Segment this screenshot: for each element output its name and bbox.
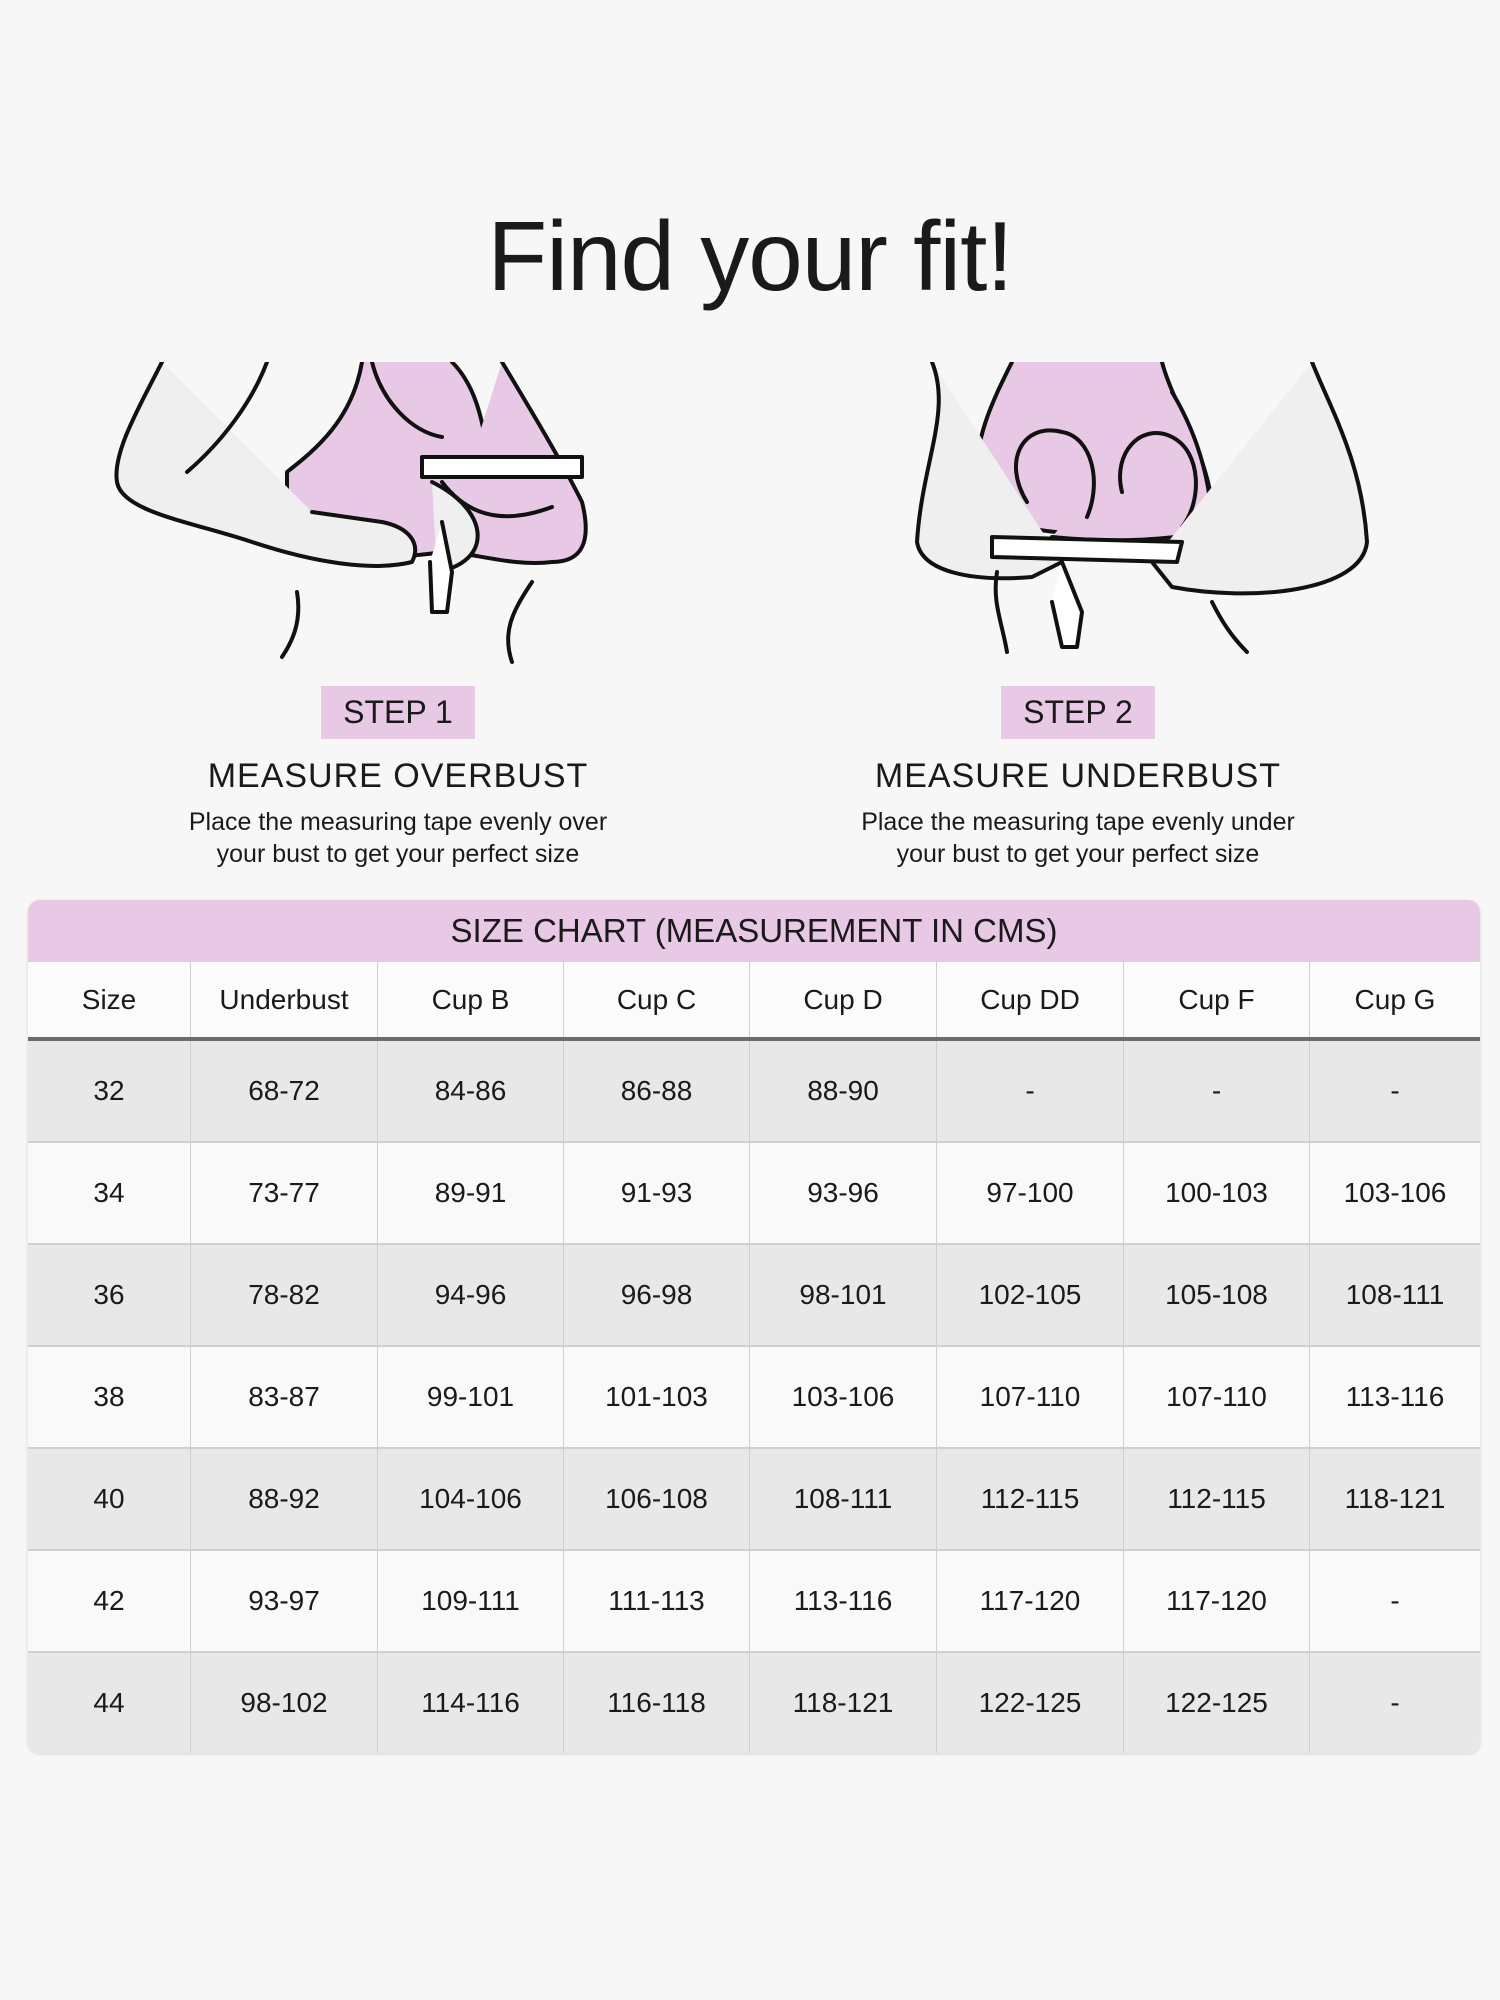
table-cell: 117-120 xyxy=(937,1551,1124,1651)
table-cell: 108-111 xyxy=(750,1449,937,1549)
table-row: 42 93-97 109-111 111-113 113-116 117-120 117-1… xyxy=(28,1551,1480,1653)
table-cell: 94-96 xyxy=(378,1245,564,1345)
column-header: Cup G xyxy=(1310,962,1480,1037)
table-cell: 118-121 xyxy=(750,1653,937,1753)
table-row: 34 73-77 89-91 91-93 93-96 97-100 100-103 103-1… xyxy=(28,1143,1480,1245)
step-2-heading: MEASURE UNDERBUST xyxy=(874,757,1282,795)
step-2-badge-wrap: STEP 2 xyxy=(728,686,1428,739)
table-row: 36 78-82 94-96 96-98 98-101 102-105 105-108 108… xyxy=(28,1245,1480,1347)
table-cell: - xyxy=(1310,1041,1480,1141)
step-2-desc-line1: Place the measuring tape evenly under xyxy=(861,808,1295,836)
table-cell: 38 xyxy=(28,1347,191,1447)
table-cell: 103-106 xyxy=(1310,1143,1480,1243)
table-cell: 107-110 xyxy=(937,1347,1124,1447)
table-cell: - xyxy=(1124,1041,1310,1141)
table-cell: 118-121 xyxy=(1310,1449,1480,1549)
table-cell: 78-82 xyxy=(191,1245,378,1345)
table-cell: - xyxy=(937,1041,1124,1141)
step-2-badge: STEP 2 xyxy=(1001,686,1155,739)
table-cell: 68-72 xyxy=(191,1041,378,1141)
column-header: Cup DD xyxy=(937,962,1124,1037)
table-cell: 40 xyxy=(28,1449,191,1549)
table-cell: 122-125 xyxy=(937,1653,1124,1753)
step-2-description: Place the measuring tape evenly under yo… xyxy=(728,806,1428,870)
table-cell: - xyxy=(1310,1653,1480,1753)
table-cell: 88-92 xyxy=(191,1449,378,1549)
table-cell: 86-88 xyxy=(564,1041,750,1141)
table-cell: 93-96 xyxy=(750,1143,937,1243)
table-cell: 98-101 xyxy=(750,1245,937,1345)
table-cell: 109-111 xyxy=(378,1551,564,1651)
table-cell: 44 xyxy=(28,1653,191,1753)
column-header: Cup D xyxy=(750,962,937,1037)
table-cell: 88-90 xyxy=(750,1041,937,1141)
step-2-desc-line2: your bust to get your perfect size xyxy=(896,840,1260,868)
column-header: Cup B xyxy=(378,962,564,1037)
table-cell: 36 xyxy=(28,1245,191,1345)
table-row: 44 98-102 114-116 116-118 118-121 122-125 122-… xyxy=(28,1653,1480,1753)
table-cell: 122-125 xyxy=(1124,1653,1310,1753)
table-cell: 100-103 xyxy=(1124,1143,1310,1243)
table-cell: 113-116 xyxy=(1310,1347,1480,1447)
page-title: Find your fit! xyxy=(487,201,1013,311)
step-1-desc-line2: your bust to get your perfect size xyxy=(216,840,580,868)
table-cell: 93-97 xyxy=(191,1551,378,1651)
size-chart-table: SIZE CHART (MEASUREMENT IN CMS) Size Unde… xyxy=(28,900,1480,1753)
table-cell: 105-108 xyxy=(1124,1245,1310,1345)
table-cell: 34 xyxy=(28,1143,191,1243)
step-1-badge-wrap: STEP 1 xyxy=(48,686,748,739)
step-1-badge: STEP 1 xyxy=(321,686,475,739)
table-row: 40 88-92 104-106 106-108 108-111 112-115 112-1… xyxy=(28,1449,1480,1551)
table-cell: 91-93 xyxy=(564,1143,750,1243)
table-cell: 83-87 xyxy=(191,1347,378,1447)
table-cell: 117-120 xyxy=(1124,1551,1310,1651)
table-cell: 107-110 xyxy=(1124,1347,1310,1447)
table-cell: 101-103 xyxy=(564,1347,750,1447)
step-1-desc-line1: Place the measuring tape evenly over xyxy=(188,808,608,836)
overbust-measuring-illustration xyxy=(114,362,588,664)
table-cell: 108-111 xyxy=(1310,1245,1480,1345)
table-cell: 98-102 xyxy=(191,1653,378,1753)
table-cell: 106-108 xyxy=(564,1449,750,1549)
table-cell: 102-105 xyxy=(937,1245,1124,1345)
size-chart-title: SIZE CHART (MEASUREMENT IN CMS) xyxy=(28,900,1480,962)
step-1-description: Place the measuring tape evenly over you… xyxy=(48,806,748,870)
table-cell: 112-115 xyxy=(937,1449,1124,1549)
table-cell: 84-86 xyxy=(378,1041,564,1141)
table-cell: 32 xyxy=(28,1041,191,1141)
underbust-measuring-illustration xyxy=(915,362,1369,654)
table-cell: 116-118 xyxy=(564,1653,750,1753)
table-cell: 73-77 xyxy=(191,1143,378,1243)
table-cell: 104-106 xyxy=(378,1449,564,1549)
table-row: 32 68-72 84-86 86-88 88-90- - - xyxy=(28,1041,1480,1143)
table-cell: 111-113 xyxy=(564,1551,750,1651)
column-header: Cup C xyxy=(564,962,750,1037)
table-cell: 103-106 xyxy=(750,1347,937,1447)
column-header: Underbust xyxy=(191,962,378,1037)
table-cell: 96-98 xyxy=(564,1245,750,1345)
column-header: Size xyxy=(28,962,191,1037)
table-cell: 42 xyxy=(28,1551,191,1651)
table-cell: - xyxy=(1310,1551,1480,1651)
table-body: 32 68-72 84-86 86-88 88-90- - -34 73-77 89-91 91-… xyxy=(28,1041,1480,1753)
table-cell: 97-100 xyxy=(937,1143,1124,1243)
step-1-heading: MEASURE OVERBUST xyxy=(207,757,589,795)
table-cell: 89-91 xyxy=(378,1143,564,1243)
table-cell: 112-115 xyxy=(1124,1449,1310,1549)
table-cell: 114-116 xyxy=(378,1653,564,1753)
table-row: 38 83-87 99-101 101-103 103-106 107-110 107-11… xyxy=(28,1347,1480,1449)
table-cell: 99-101 xyxy=(378,1347,564,1447)
column-header: Cup F xyxy=(1124,962,1310,1037)
table-cell: 113-116 xyxy=(750,1551,937,1651)
